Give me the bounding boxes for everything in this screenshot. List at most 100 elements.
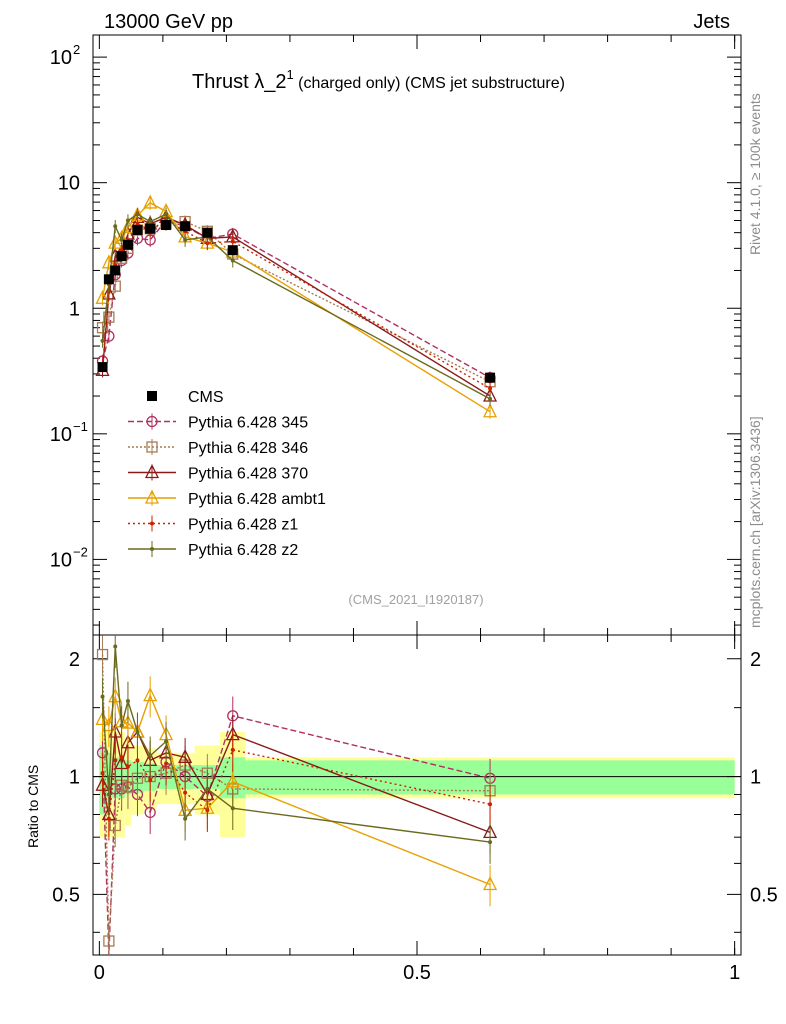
cms-data-marker [103, 274, 114, 285]
ratio-series-marker [119, 755, 124, 760]
main-series-marker [230, 258, 235, 263]
ratio-series-marker [148, 777, 153, 782]
ratio-series-marker [144, 806, 156, 819]
legend-marker [146, 415, 158, 428]
legend-label: Pythia 6.428 ambt1 [188, 491, 326, 508]
legend-marker [144, 464, 160, 479]
legend-label: Pythia 6.428 345 [188, 415, 308, 432]
y-tick-label: 10 [50, 47, 72, 69]
ratio-series-marker [109, 819, 121, 832]
main-series-marker [108, 234, 123, 249]
main-series-marker [125, 218, 130, 223]
header-right: Jets [693, 11, 730, 33]
legend: CMS Pythia 6.428 345 Pythia 6.428 346 Pythi… [128, 389, 326, 559]
main-series-marker [135, 221, 140, 226]
ratio-series-group [95, 635, 498, 956]
cms-data-marker [145, 223, 156, 234]
side-label-mcplots: mcplots.cern.ch [arXiv:1306.3436] [747, 416, 763, 628]
ratio-series-marker [225, 773, 240, 788]
main-series-marker [103, 311, 115, 323]
ratio-series-marker [205, 786, 210, 791]
ratio-series-marker [164, 739, 169, 744]
ratio-series-marker [125, 764, 130, 769]
ratio-series-marker [135, 729, 140, 734]
ratio-series-marker [178, 748, 193, 763]
ratio-series-marker [125, 698, 130, 703]
main-series-line [101, 213, 491, 400]
ratio-y-tick-label-right: 2 [750, 649, 761, 671]
main-series-group [95, 194, 498, 419]
ratio-y-tick-label-right: 0.5 [750, 884, 778, 906]
ratio-series-marker [183, 816, 188, 821]
title-tail: (charged only) (CMS jet substructure) [294, 75, 565, 92]
ratio-series-marker [100, 694, 105, 699]
side-label-rivet: Rivet 4.1.0, ≥ 100k events [747, 93, 763, 255]
cms-data-marker [122, 239, 133, 250]
ratio-series-line [101, 654, 491, 942]
main-series-marker [148, 219, 153, 224]
main-series-line [101, 219, 491, 379]
ratio-series-marker [113, 758, 118, 763]
legend-label-cms: CMS [188, 389, 224, 406]
main-series-line [101, 220, 491, 383]
main-series-line [101, 219, 491, 390]
ratio-y-tick-label: 0.5 [52, 884, 80, 906]
y-tick-exponent: 2 [73, 42, 80, 57]
ratio-y-tick-label: 1 [69, 767, 80, 789]
y-tick-label: 10 [50, 424, 72, 446]
cms-data-marker [161, 220, 172, 231]
legend-label: Pythia 6.428 346 [188, 440, 308, 457]
ratio-series-marker [488, 802, 493, 807]
ratio-series-marker [120, 714, 135, 729]
header-left: 13000 GeV pp [104, 11, 233, 33]
ratio-series-marker [103, 935, 115, 947]
ratio-series-marker [100, 771, 105, 776]
ratio-y-tick-label-right: 1 [750, 767, 761, 789]
main-series-marker [135, 212, 140, 217]
main-series-marker [119, 237, 124, 242]
ratio-series-line [101, 714, 491, 956]
y-tick-exponent: −2 [73, 544, 88, 559]
ratio-axis-title: Ratio to CMS [25, 765, 41, 848]
legend-marker [150, 521, 154, 526]
ratio-series-line [101, 646, 491, 843]
ratio-series-marker [119, 723, 124, 728]
main-series-marker [143, 194, 158, 209]
main-series-marker [230, 239, 235, 244]
legend-marker [144, 489, 160, 504]
legend-marker [150, 547, 154, 551]
ratio-series-line [101, 749, 491, 819]
y-tick-exponent: −1 [73, 419, 88, 434]
ratio-series-marker [183, 790, 188, 795]
plot-title: Thrust λ_21 (charged only) (CMS jet subs… [192, 67, 565, 93]
ratio-series-marker [143, 687, 158, 702]
cms-data-marker [110, 265, 121, 276]
ratio-y-tick-label: 2 [69, 649, 80, 671]
ratio-series-marker [108, 688, 123, 703]
y-tick-label: 10 [58, 173, 80, 195]
cms-data-marker [132, 224, 143, 235]
title-superscript: 1 [286, 67, 293, 82]
main-series-line [101, 202, 491, 413]
cms-data-marker [202, 227, 213, 238]
cms-data-marker [116, 251, 127, 262]
main-series-marker [95, 289, 110, 304]
main-series-marker [113, 224, 118, 229]
main-series-marker [488, 386, 493, 391]
main-series-marker [100, 338, 105, 343]
legend-label: Pythia 6.428 370 [188, 466, 308, 483]
ratio-series-marker [113, 644, 118, 649]
ratio-series-marker [488, 840, 493, 845]
main-series-marker [120, 219, 135, 234]
ratio-series-marker [95, 710, 110, 726]
cms-data-marker [227, 245, 238, 256]
cms-data-marker [485, 372, 496, 383]
ratio-series-marker [106, 792, 111, 797]
ratio-series-marker [135, 758, 140, 763]
x-tick-label: 0.5 [403, 962, 431, 984]
main-series-marker [183, 237, 188, 242]
main-series-marker [488, 396, 493, 401]
cms-data-marker [97, 362, 108, 373]
